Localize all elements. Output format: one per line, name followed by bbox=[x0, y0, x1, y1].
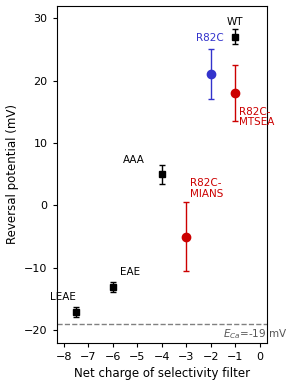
Text: EAE: EAE bbox=[120, 267, 140, 277]
Text: R82C-
MTSEA: R82C- MTSEA bbox=[239, 107, 274, 127]
Text: AAA: AAA bbox=[123, 155, 145, 165]
Text: R82C-
MIANS: R82C- MIANS bbox=[190, 178, 223, 199]
Text: WT: WT bbox=[227, 17, 244, 27]
Y-axis label: Reversal potential (mV): Reversal potential (mV) bbox=[6, 104, 19, 244]
Text: R82C: R82C bbox=[196, 33, 224, 43]
X-axis label: Net charge of selectivity filter: Net charge of selectivity filter bbox=[74, 367, 250, 381]
Text: LEAE: LEAE bbox=[50, 292, 76, 302]
Text: $E_{Ca}$=-19 mV: $E_{Ca}$=-19 mV bbox=[223, 327, 287, 341]
